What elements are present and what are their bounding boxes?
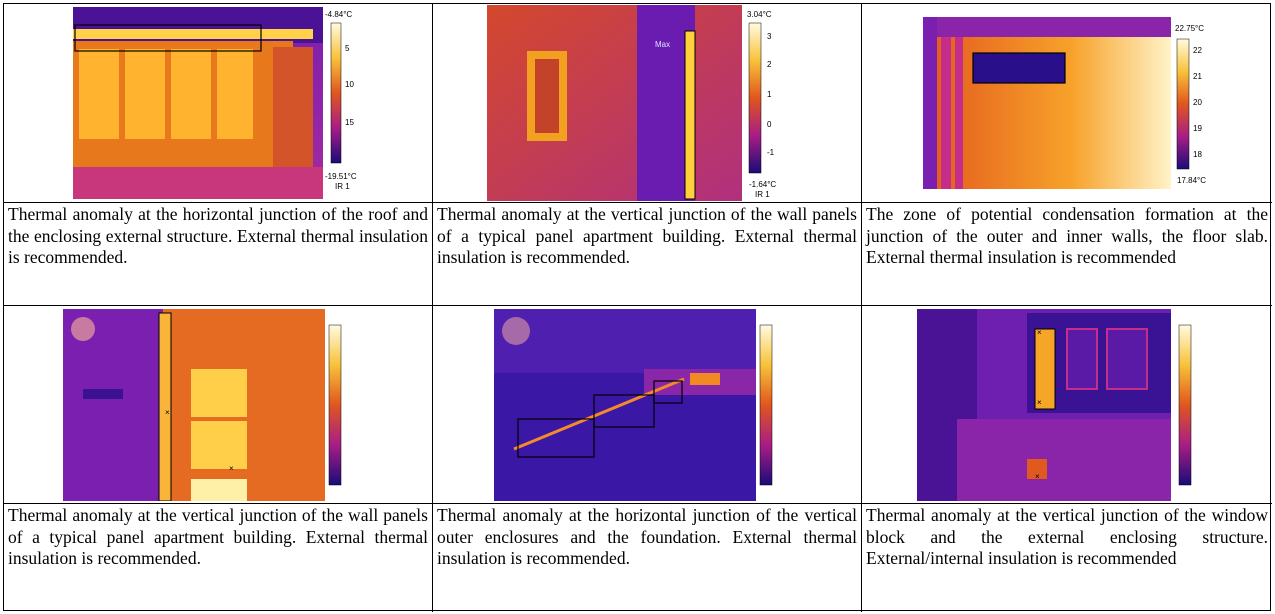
svg-text:-1.64°C: -1.64°C (749, 180, 776, 189)
thermogram-wall-panel-junction: Max 3.04°C 3 2 1 0 -1 -1.64°C IR 1 (487, 5, 776, 201)
thermal-image-table: -4.84°C 5 10 15 -19.51°C IR 1 Max 3.04°C… (3, 3, 1272, 612)
svg-text:18: 18 (1193, 150, 1202, 159)
scale-min-1: -19.51°C (325, 172, 357, 181)
svg-text:19: 19 (1193, 124, 1202, 133)
caption-cell-3: The zone of potential condensation forma… (862, 203, 1272, 306)
svg-text:3: 3 (767, 32, 772, 41)
thermogram-foundation-junction (494, 308, 773, 501)
svg-text:15: 15 (345, 118, 354, 127)
caption-cell-2: Thermal anomaly at the vertical junction… (433, 203, 862, 306)
thermogram-cell-4: × × (4, 306, 433, 504)
thermogram-cell-6: × × × (862, 306, 1272, 504)
caption-text: Thermal anomaly at the horizontal juncti… (8, 204, 428, 267)
caption-cell-5: Thermal anomaly at the horizontal juncti… (433, 504, 862, 612)
svg-text:22.75°C: 22.75°C (1175, 24, 1204, 33)
thermogram-cell-1: -4.84°C 5 10 15 -19.51°C IR 1 (4, 4, 433, 203)
svg-text:0: 0 (767, 120, 772, 129)
svg-text:1: 1 (767, 90, 772, 99)
thermogram-panel-junction-2: × × (63, 308, 342, 501)
svg-text:21: 21 (1193, 72, 1202, 81)
svg-text:22: 22 (1193, 46, 1202, 55)
thermogram-cell-2: Max 3.04°C 3 2 1 0 -1 -1.64°C IR 1 (433, 4, 862, 203)
svg-text:17.84°C: 17.84°C (1177, 176, 1206, 185)
caption-text: Thermal anomaly at the vertical junction… (437, 204, 857, 267)
svg-text:×: × (229, 464, 234, 473)
svg-text:IR 1: IR 1 (755, 190, 770, 199)
svg-text:×: × (165, 408, 170, 417)
caption-text: Thermal anomaly at the vertical junction… (8, 505, 428, 568)
caption-cell-4: Thermal anomaly at the vertical junction… (4, 504, 433, 612)
svg-text:5: 5 (345, 44, 350, 53)
svg-text:×: × (1035, 472, 1040, 481)
caption-text: Thermal anomaly at the horizontal juncti… (437, 505, 857, 568)
caption-text: Thermal anomaly at the vertical junction… (866, 505, 1268, 568)
scale-max-1: -4.84°C (325, 10, 352, 19)
svg-text:Max: Max (655, 40, 670, 49)
svg-text:×: × (1037, 328, 1042, 337)
thermogram-roof-junction: -4.84°C 5 10 15 -19.51°C IR 1 (73, 7, 357, 199)
svg-text:20: 20 (1193, 98, 1202, 107)
svg-text:3.04°C: 3.04°C (747, 10, 772, 19)
svg-text:×: × (1037, 398, 1042, 407)
caption-cell-6: Thermal anomaly at the vertical junction… (862, 504, 1272, 612)
svg-text:2: 2 (767, 60, 772, 69)
caption-cell-1: Thermal anomaly at the horizontal juncti… (4, 203, 433, 306)
thermogram-condensation-zone: 22.75°C 22 21 20 19 18 17.84°C (923, 17, 1206, 189)
caption-text: The zone of potential condensation forma… (866, 204, 1268, 267)
thermogram-cell-5 (433, 306, 862, 504)
thermogram-cell-3: 22.75°C 22 21 20 19 18 17.84°C (862, 4, 1272, 203)
thermogram-window-junction: × × × (917, 308, 1192, 501)
svg-text:10: 10 (345, 80, 354, 89)
svg-text:IR 1: IR 1 (335, 182, 350, 191)
svg-text:-1: -1 (767, 148, 775, 157)
